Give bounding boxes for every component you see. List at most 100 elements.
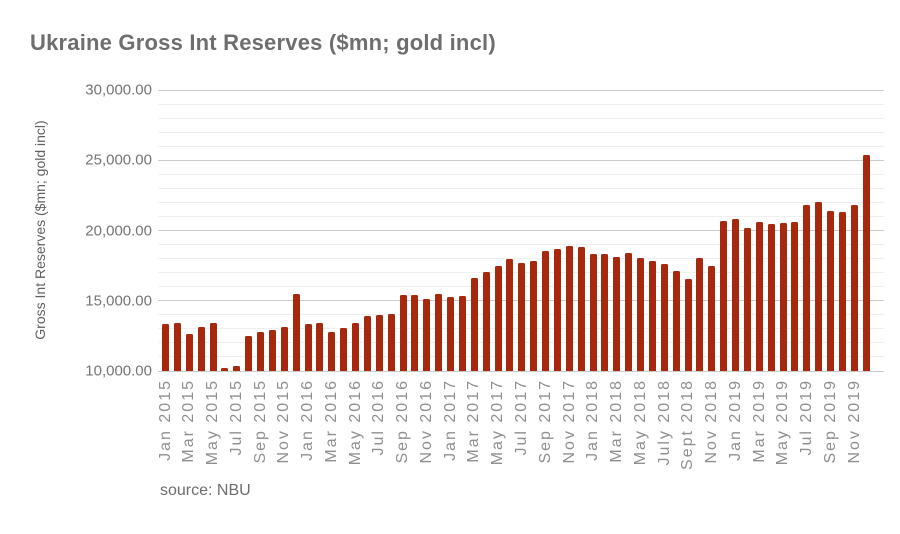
bar-sep-2019: [827, 210, 834, 371]
bar-jun-2016: [363, 316, 371, 371]
bar-jan-2015: [162, 323, 169, 371]
plot-area: [158, 89, 884, 372]
y-tick-label: 25,000.00: [85, 151, 152, 169]
bar-may-2018: [637, 257, 644, 371]
x-tick-label: Jan 2019: [726, 379, 744, 461]
bar-sep-2017: [542, 250, 549, 371]
x-tick-label: Nov 2016: [417, 379, 435, 464]
bar-nov-2018: [708, 265, 716, 371]
x-tick-label: Mar 2018: [608, 379, 625, 463]
x-tick-label: Nov 2018: [703, 379, 720, 464]
x-tick-label: Jan 2016: [299, 379, 317, 461]
gridline-minor: [158, 173, 884, 175]
bar-dec-2016: [435, 294, 443, 371]
gridline-minor: [158, 244, 884, 246]
bar-feb-2016: [316, 322, 324, 371]
gridline-minor: [158, 103, 884, 105]
bar-feb-2015: [173, 322, 181, 371]
bar-jun-2017: [506, 258, 514, 371]
bar-jan-2018: [589, 253, 597, 371]
x-tick-label: Jul 2015: [227, 379, 245, 456]
x-tick-label: Sep 2017: [536, 379, 554, 464]
gridline-major: [158, 230, 884, 231]
bar-may-2015: [209, 322, 217, 371]
bar-apr-2015: [197, 327, 205, 371]
bar-jul-2019: [803, 204, 811, 371]
bar-dec-2017: [577, 247, 585, 371]
bar-jun-2015: [221, 367, 229, 371]
x-tick-label: Jan 2018: [584, 379, 602, 461]
y-tick-label: 10,000.00: [85, 362, 152, 380]
x-tick-label: Nov 2015: [275, 379, 293, 464]
bar-jan-2019: [732, 219, 739, 371]
bar-jul-2017: [518, 262, 526, 371]
x-tick-label: Sep 2015: [251, 379, 269, 464]
bar-aug-2015: [245, 335, 253, 371]
bar-aug-2018: [672, 271, 680, 371]
bar-feb-2018: [601, 253, 609, 371]
gridline-minor: [158, 201, 884, 203]
y-axis-tick-labels: 30,000.00 25,000.00 20,000.00 15,000.00 10,0…: [0, 0, 152, 534]
bar-jan-2016: [304, 323, 312, 371]
bar-jul-2015: [233, 366, 241, 371]
bar-series: [158, 90, 884, 371]
bar-nov-2016: [423, 299, 431, 371]
bar-dec-2015: [292, 294, 300, 371]
bar-oct-2017: [553, 248, 561, 371]
gridline-minor: [158, 131, 884, 133]
gridline-major: [158, 370, 884, 372]
bar-feb-2019: [743, 227, 751, 371]
source-note: source: NBU: [160, 482, 251, 499]
gridline-major: [158, 159, 884, 161]
x-tick-label: Mar 2015: [180, 379, 198, 463]
bar-mar-2015: [185, 333, 193, 371]
bar-dec-2018: [720, 220, 728, 371]
x-tick-label: Sep 2019: [821, 379, 839, 464]
y-tick-label: 20,000.00: [85, 222, 152, 239]
bar-jun-2018: [648, 260, 656, 371]
bar-jan-2017: [447, 296, 454, 371]
bar-sep-2015: [257, 332, 264, 371]
x-tick-label: Jul 2017: [512, 379, 530, 456]
y-tick-label: 30,000.00: [85, 81, 152, 99]
bar-oct-2015: [268, 329, 276, 371]
bar-may-2017: [494, 266, 502, 371]
gridline-minor: [158, 187, 884, 189]
bar-may-2016: [352, 322, 359, 371]
y-tick-label: 15,000.00: [85, 292, 152, 310]
bar-oct-2019: [838, 212, 846, 371]
x-tick-label: Sept 2018: [679, 379, 697, 470]
gridline-minor: [158, 117, 884, 119]
x-tick-label: Nov 2017: [560, 379, 578, 464]
x-tick-label: May 2019: [774, 379, 792, 466]
bar-apr-2016: [340, 328, 348, 371]
x-tick-label: May 2015: [204, 379, 221, 466]
bar-sep-2016: [399, 295, 407, 371]
bar-dec-2019: [862, 155, 870, 371]
bar-sept-2018: [684, 279, 692, 371]
x-tick-label: Sep 2016: [394, 379, 412, 464]
bar-mar-2017: [470, 278, 478, 371]
bar-oct-2016: [411, 295, 419, 371]
x-tick-label: May 2018: [631, 379, 649, 466]
x-tick-label: Jul 2019: [798, 379, 816, 456]
bar-feb-2017: [458, 295, 466, 371]
bar-mar-2016: [328, 331, 336, 371]
x-tick-label: Jan 2017: [441, 379, 459, 461]
bar-aug-2016: [387, 314, 395, 371]
bar-july-2018: [660, 264, 668, 371]
bar-mar-2019: [755, 222, 763, 371]
bar-jul-2016: [375, 314, 383, 371]
bar-may-2019: [779, 222, 787, 371]
x-tick-label: Jul 2016: [370, 379, 388, 456]
x-tick-label: Nov 2019: [845, 379, 863, 464]
bar-nov-2019: [850, 204, 858, 371]
x-tick-label: Mar 2016: [322, 379, 340, 463]
x-tick-label: July 2018: [655, 379, 673, 466]
bar-jun-2019: [791, 222, 799, 371]
gridline-minor: [158, 215, 884, 217]
x-tick-label: Mar 2019: [750, 379, 768, 463]
gridline-minor: [158, 145, 884, 147]
